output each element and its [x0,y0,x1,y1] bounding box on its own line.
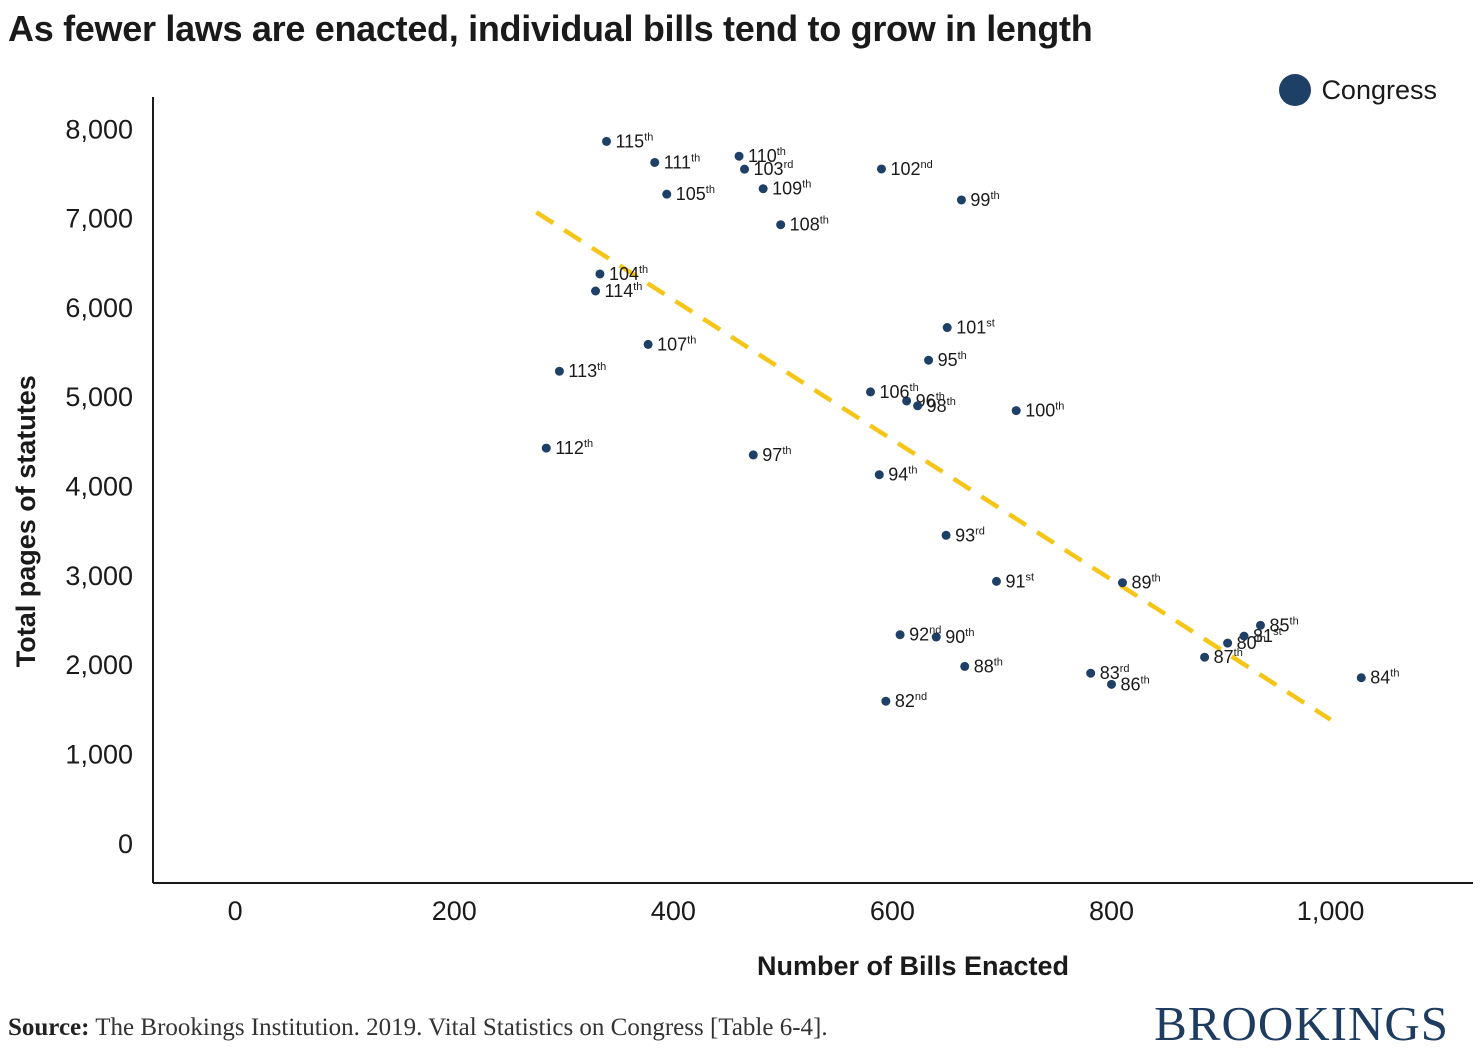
data-label: 93rd [955,525,985,545]
y-axis-title: Total pages of statutes [11,375,41,667]
data-label: 108th [790,215,829,235]
data-label: 98th [927,396,956,416]
data-point [602,136,612,146]
data-point [595,269,605,279]
data-point [956,195,966,205]
data-point [913,401,923,411]
data-point [942,323,952,333]
data-point [866,387,876,397]
x-tick-label: 0 [228,896,243,926]
data-label: 115th [616,131,654,151]
y-tick-label: 1,000 [65,739,133,769]
scatter-chart: 0 200 400 600 800 1,000 0 1,000 2,000 3,000 4,000… [11,97,1473,981]
data-label: 110th [748,146,786,166]
x-tick-label: 400 [651,896,696,926]
data-label: 95th [938,350,967,370]
data-label: 101st [956,318,995,338]
data-point [941,530,951,540]
data-label: 107th [657,334,696,354]
y-tick-label: 5,000 [65,382,133,412]
y-tick-label: 3,000 [65,561,133,591]
y-axis-ticks: 0 1,000 2,000 3,000 4,000 5,000 6,000 7,000 8,00… [65,114,133,859]
data-point [740,164,750,174]
legend-marker [1279,74,1312,106]
data-label: 94th [888,465,917,485]
y-tick-label: 2,000 [65,650,133,680]
data-label: 88th [974,656,1003,676]
chart-title: As fewer laws are enacted, individual bi… [8,8,1093,49]
data-point [895,630,905,640]
data-point [643,339,653,349]
y-tick-label: 4,000 [65,472,133,502]
y-tick-label: 6,000 [65,293,133,323]
data-point [734,151,744,161]
data-point [748,450,758,460]
data-label: 104th [609,264,648,284]
legend: Congress [1279,74,1437,106]
source-note: Source: The Brookings Institution. 2019.… [8,1014,828,1042]
data-point [1223,638,1233,648]
x-axis-title: Number of Bills Enacted [757,951,1069,981]
data-label: 99th [970,190,999,210]
data-label: 102nd [890,159,932,179]
data-point [1200,652,1210,662]
data-label: 100th [1025,401,1064,421]
data-label: 112th [555,438,593,458]
x-tick-label: 1,000 [1297,896,1365,926]
data-label: 103rd [754,159,794,179]
data-label: 114th [605,281,643,301]
data-point [1255,620,1265,630]
data-point [1086,668,1096,678]
data-point [924,355,934,365]
data-point [650,157,660,167]
y-tick-label: 7,000 [65,204,133,234]
trend-line [535,210,1332,722]
data-point [960,661,970,671]
data-label: 109th [772,179,811,199]
data-label: 89th [1131,573,1160,593]
data-label: 84th [1370,668,1399,688]
data-point [876,164,886,174]
data-point [902,396,912,406]
data-point [991,576,1001,586]
data-label: 90th [945,627,974,647]
data-point [541,443,551,453]
data-point [591,286,601,296]
data-point [758,184,768,194]
data-point [874,470,884,480]
data-label: 105th [676,184,715,204]
data-point [1239,631,1249,641]
data-label: 87th [1214,647,1243,667]
x-tick-label: 800 [1089,896,1134,926]
y-tick-label: 0 [118,829,133,859]
data-label: 113th [568,361,606,381]
data-label: 111th [664,152,701,172]
data-point [662,189,672,199]
data-point [1117,578,1127,588]
data-label: 91st [1005,571,1034,591]
data-point [931,632,941,642]
data-point [776,220,786,230]
data-point [554,366,564,376]
data-label: 85th [1269,615,1298,635]
data-point [1107,679,1117,689]
data-label: 92nd [909,625,941,645]
data-label: 97th [762,445,791,465]
x-tick-label: 200 [432,896,477,926]
data-label: 106th [880,382,919,402]
brookings-logo: BROOKINGS [1154,996,1449,1051]
source-label: Source: [8,1014,90,1041]
y-tick-label: 8,000 [65,114,133,144]
data-label: 82nd [895,691,927,711]
source-text: The Brookings Institution. 2019. Vital S… [89,1014,828,1041]
x-axis-ticks: 0 200 400 600 800 1,000 [228,896,1365,926]
data-label: 86th [1121,674,1150,694]
data-point [881,696,891,706]
data-point [1356,673,1366,683]
data-point [1011,406,1021,416]
legend-label: Congress [1321,74,1437,105]
x-tick-label: 600 [870,896,915,926]
